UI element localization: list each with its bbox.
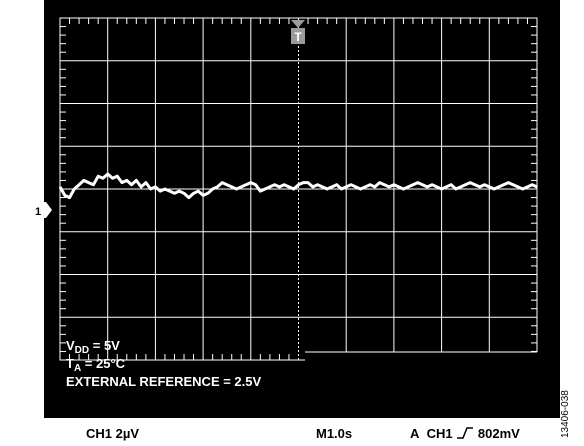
rising-edge-icon: [457, 427, 474, 439]
channel-1-marker-label: 1: [35, 206, 41, 218]
annotation-vdd: VDD = 5V: [66, 338, 120, 356]
trigger-marker-label: T: [294, 30, 302, 44]
trigger-marker: T: [291, 20, 305, 44]
time-scale-readout: M1.0s: [316, 426, 353, 441]
trigger-channel: CH1: [426, 426, 453, 441]
graticule-grid: [60, 18, 537, 360]
trigger-source-a: A: [410, 426, 420, 441]
channel-scale-readout: CH1 2µV: [86, 426, 140, 441]
figure-id: 13406-038: [560, 390, 571, 438]
channel-1-marker: 1: [30, 202, 52, 218]
series-ch1-trace: [58, 172, 538, 200]
annotation-external-reference: EXTERNAL REFERENCE = 2.5V: [66, 374, 262, 389]
annotation-ta: TA = 25°C: [66, 356, 126, 374]
label-mask: [305, 352, 538, 361]
trigger-readout: A CH1 802mV: [410, 426, 520, 441]
trigger-level: 802mV: [477, 426, 520, 441]
